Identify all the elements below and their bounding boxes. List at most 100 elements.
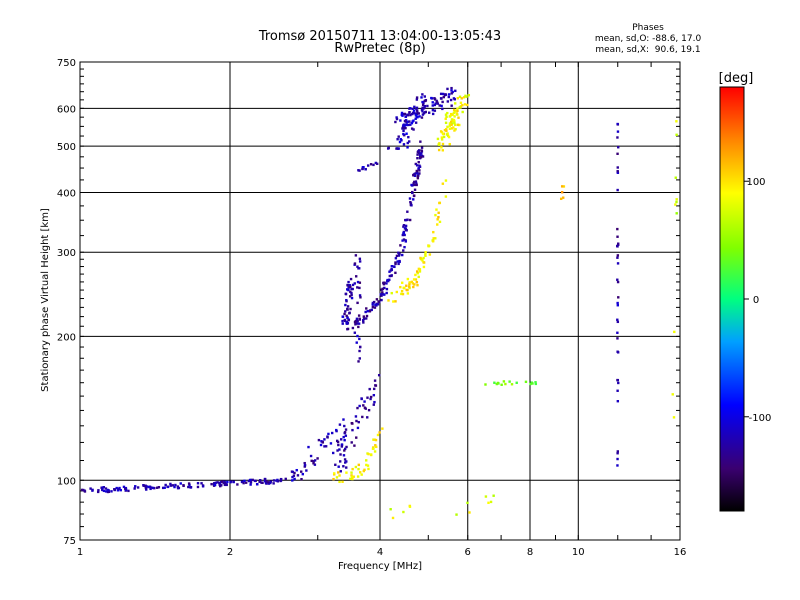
data-point [444, 195, 448, 198]
data-points [80, 86, 678, 520]
data-point [214, 481, 218, 484]
data-point [433, 103, 436, 107]
data-point [365, 307, 368, 310]
data-point [421, 113, 425, 116]
data-point [370, 308, 373, 312]
data-point [259, 478, 262, 482]
data-point [296, 474, 300, 477]
data-point [360, 397, 363, 400]
data-point [310, 459, 313, 463]
data-point [102, 489, 106, 493]
data-point [390, 274, 393, 278]
data-point [411, 107, 414, 111]
data-point [356, 406, 359, 410]
data-point [616, 320, 620, 324]
data-point [616, 464, 619, 467]
data-point [174, 483, 177, 487]
data-point [367, 452, 370, 456]
data-point [421, 110, 424, 113]
data-point [405, 284, 408, 287]
data-point [395, 290, 399, 294]
data-point [279, 479, 282, 483]
data-point [452, 118, 456, 122]
data-point [439, 97, 443, 100]
data-point [242, 481, 245, 485]
data-point [441, 100, 444, 104]
data-point [445, 129, 448, 132]
data-point [412, 109, 416, 112]
data-point [200, 482, 203, 485]
data-point [119, 488, 122, 492]
data-point [291, 470, 295, 474]
data-point [409, 113, 412, 117]
data-point [436, 223, 439, 226]
data-point [415, 270, 419, 273]
data-point [458, 123, 461, 127]
data-point [431, 104, 434, 107]
data-point [388, 278, 391, 281]
data-point [339, 460, 342, 463]
data-point [303, 464, 307, 467]
data-point [220, 484, 223, 487]
data-point [437, 143, 440, 146]
data-point [432, 237, 435, 240]
data-point [300, 477, 303, 481]
data-point [375, 298, 379, 301]
data-point [349, 277, 353, 281]
data-point [346, 308, 349, 311]
data-point [420, 149, 423, 152]
data-point [410, 280, 414, 284]
data-point [348, 283, 351, 287]
data-point [356, 301, 359, 305]
data-point [441, 182, 445, 185]
data-point [616, 244, 619, 248]
data-point [157, 486, 161, 489]
data-point [402, 249, 405, 252]
data-point [399, 119, 402, 122]
data-point [353, 282, 356, 285]
data-point [353, 331, 357, 334]
data-point [373, 379, 377, 382]
x-tick-label: 4 [377, 547, 383, 558]
data-point [414, 273, 417, 277]
data-point [372, 387, 376, 391]
data-point [446, 111, 449, 115]
data-point [458, 106, 461, 109]
data-point [616, 227, 619, 231]
data-point [394, 261, 397, 264]
data-point [413, 188, 417, 191]
data-point [419, 140, 422, 143]
data-point [399, 244, 402, 247]
data-point [400, 111, 404, 115]
data-point [113, 488, 116, 491]
data-point [411, 191, 414, 195]
data-point [415, 281, 419, 284]
data-point [346, 327, 349, 331]
data-point [249, 481, 253, 484]
x-tick-label: 10 [572, 547, 585, 558]
data-point [434, 213, 437, 217]
data-point [376, 303, 380, 306]
data-point [309, 454, 313, 458]
data-point [616, 170, 619, 173]
data-point [616, 389, 619, 392]
y-tick-label: 200 [57, 332, 76, 343]
data-point [441, 132, 445, 136]
data-point [338, 474, 341, 477]
data-point [358, 294, 362, 297]
data-point [337, 465, 340, 468]
data-point [359, 345, 362, 349]
data-point [401, 125, 405, 129]
data-point [413, 112, 416, 115]
data-point [412, 278, 416, 281]
data-point [342, 454, 346, 457]
data-point [442, 135, 446, 139]
data-point [301, 472, 305, 476]
x-tick-label: 16 [674, 547, 687, 558]
data-point [454, 102, 457, 105]
data-point [415, 96, 419, 99]
data-point [380, 298, 383, 302]
data-point [616, 351, 620, 354]
data-point [374, 438, 378, 442]
data-point [307, 445, 310, 449]
